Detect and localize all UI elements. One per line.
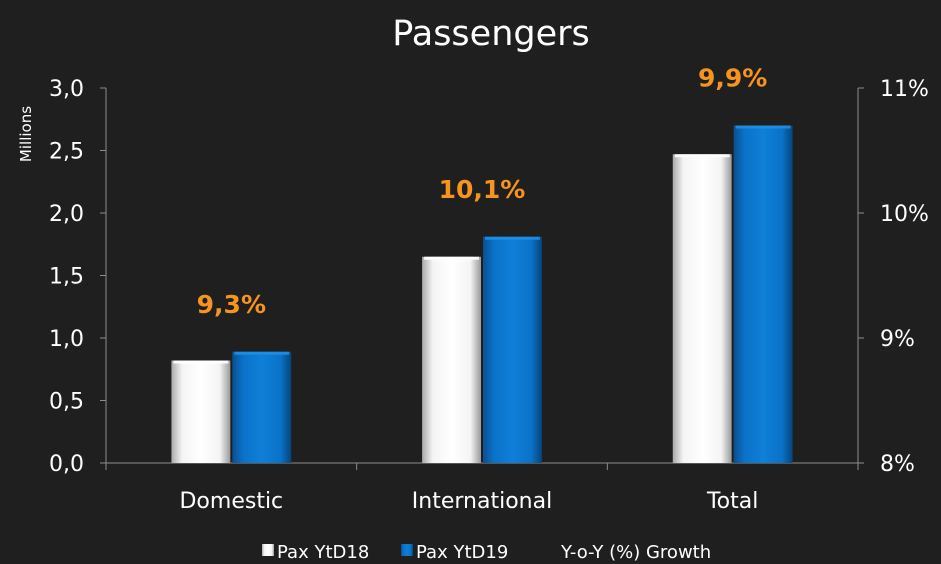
legend-swatch-pax-ytd19: [401, 544, 413, 556]
growth-labels: 9,3% 10,1% 9,9%: [197, 64, 768, 319]
growth-label-domestic: 9,3%: [197, 290, 266, 319]
y-tick-label: 1,5: [49, 265, 84, 290]
x-tick-label-domestic: Domestic: [179, 489, 283, 514]
growth-label-international: 10,1%: [439, 175, 526, 204]
x-tick-label-international: International: [412, 489, 552, 514]
legend-label-pax-ytd18: Pax YtD18: [277, 542, 369, 563]
y2-tick-label: 9%: [880, 327, 915, 352]
bar-highlight: [234, 351, 290, 355]
bars: [171, 125, 793, 463]
legend: Pax YtD18 Pax YtD19 Y-o-Y (%) Growth: [262, 542, 711, 563]
legend-item-pax-ytd18: Pax YtD18: [262, 542, 369, 563]
growth-label-total: 9,9%: [698, 64, 767, 93]
bar-pax-ytd19-total: [733, 125, 793, 463]
y-tick-label: 3,0: [49, 77, 84, 102]
y2-tick-label: 10%: [880, 202, 929, 227]
bar-highlight: [424, 256, 479, 260]
secondary-y-axis-ticks: 8% 9% 10% 11%: [858, 77, 929, 477]
legend-item-pax-ytd19: Pax YtD19: [401, 542, 508, 563]
y2-tick-label: 11%: [880, 77, 929, 102]
y-tick-label: 2,0: [49, 202, 84, 227]
y-tick-label: 0,0: [49, 452, 84, 477]
y2-tick-label: 8%: [880, 452, 915, 477]
y-axis-ticks: 0,0 0,5 1,0 1,5 2,0 2,5 3,0: [49, 77, 106, 477]
legend-label-pax-ytd19: Pax YtD19: [416, 542, 508, 563]
bar-pax-ytd18-total: [672, 154, 732, 463]
bar-highlight: [735, 125, 791, 129]
bar-highlight: [485, 236, 540, 240]
bar-highlight: [173, 360, 229, 364]
bar-pax-ytd18-domestic: [171, 360, 231, 463]
x-axis-ticks: Domestic International Total: [105, 463, 859, 514]
y-tick-label: 0,5: [49, 390, 84, 415]
y-tick-label: 2,5: [49, 140, 84, 165]
x-tick-label-total: Total: [706, 489, 758, 514]
bar-pax-ytd19-international: [483, 236, 542, 463]
y-tick-label: 1,0: [49, 327, 84, 352]
bar-pax-ytd18-international: [422, 256, 481, 463]
legend-label-growth: Y-o-Y (%) Growth: [560, 542, 711, 563]
legend-swatch-pax-ytd18: [262, 544, 274, 556]
legend-item-growth: Y-o-Y (%) Growth: [560, 542, 711, 563]
bar-highlight: [674, 154, 730, 158]
chart-title: Passengers: [392, 14, 590, 54]
bar-pax-ytd19-domestic: [232, 351, 292, 463]
y-axis-label: Millions: [17, 106, 35, 162]
